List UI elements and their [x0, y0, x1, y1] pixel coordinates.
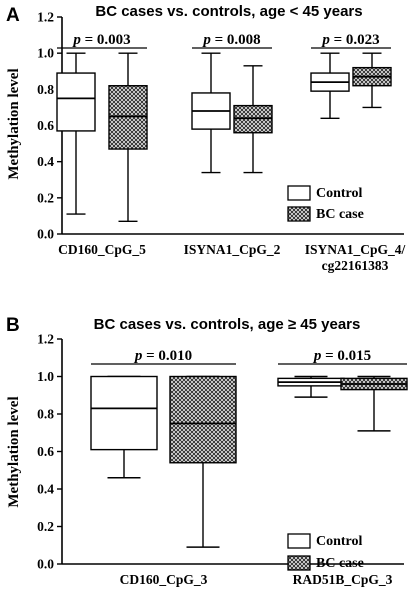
- p-value-label: p = 0.023: [320, 32, 379, 48]
- category-label: ISYNA1_CpG_2: [184, 242, 281, 257]
- p-value-label: p = 0.015: [312, 348, 371, 364]
- panel-b-label: B: [6, 315, 20, 336]
- p-value-label: p = 0.003: [71, 32, 130, 48]
- legend-swatch-control: [287, 185, 311, 201]
- panel-a-y-tick-label: 0.8: [37, 82, 54, 97]
- box-control: [90, 375, 158, 451]
- panel-b-y-tick-label: 0.4: [37, 482, 54, 497]
- panel-b-y-tick-label: 0.8: [37, 407, 54, 422]
- category-label: ISYNA1_CpG_4/: [305, 242, 406, 257]
- panel-b-y-tick-label: 0.2: [37, 519, 54, 534]
- panel-b-y-tick-label: 1.0: [37, 369, 54, 384]
- p-value-label: p = 0.010: [133, 348, 192, 364]
- box-bc-case: [108, 85, 148, 150]
- category-label: CD160_CpG_5: [58, 242, 146, 257]
- legend-swatch-control: [287, 533, 311, 549]
- legend-label-bc-case: BC case: [316, 556, 364, 571]
- legend-label-bc-case: BC case: [316, 207, 364, 222]
- panel-a-y-tick-label: 0.0: [37, 227, 54, 242]
- p-value-label: p = 0.008: [201, 32, 260, 48]
- panel-a-y-tick-label: 0.2: [37, 190, 54, 205]
- panel-b-plot: 0.0 0.2 0.4 0.6 0.8 1.0 1.2 p = 0.010 CD160_CpG_…: [37, 332, 408, 587]
- legend-label-control: Control: [316, 534, 363, 549]
- panel-a-y-tick-label: 1.0: [37, 46, 54, 61]
- category-label: CD160_CpG_3: [120, 572, 208, 587]
- legend-swatch-bc-case: [287, 555, 311, 571]
- panel-a-y-tick-label: 1.2: [37, 10, 54, 25]
- box-bc-case: [169, 375, 237, 464]
- panel-b-y-axis-label: Methylation level: [6, 396, 22, 507]
- box-control: [56, 72, 96, 132]
- panel-a-y-tick-label: 0.4: [37, 154, 54, 169]
- panel-b-title: BC cases vs. controls, age ≥ 45 years: [94, 316, 361, 333]
- panel-b-y-tick-label: 0.0: [37, 557, 54, 572]
- box-bc-case: [233, 104, 273, 134]
- panel-b-y-tick-label: 1.2: [37, 332, 54, 347]
- panel-a-plot: 0.0 0.2 0.4 0.6 0.8 1.0 1.2 p = 0.003 CD160_CpG_…: [37, 10, 405, 274]
- category-label: RAD51B_CpG_3: [293, 572, 393, 587]
- legend-label-control: Control: [316, 186, 363, 201]
- category-label: cg22161383: [322, 258, 389, 273]
- legend-swatch-bc-case: [287, 206, 311, 222]
- panel-a-label: A: [6, 5, 20, 26]
- panel-a-y-tick-label: 0.6: [37, 118, 54, 133]
- panel-b-y-tick-label: 0.6: [37, 444, 54, 459]
- panel-a-title: BC cases vs. controls, age < 45 years: [95, 3, 362, 20]
- panel-a-y-axis-label: Methylation level: [6, 68, 22, 179]
